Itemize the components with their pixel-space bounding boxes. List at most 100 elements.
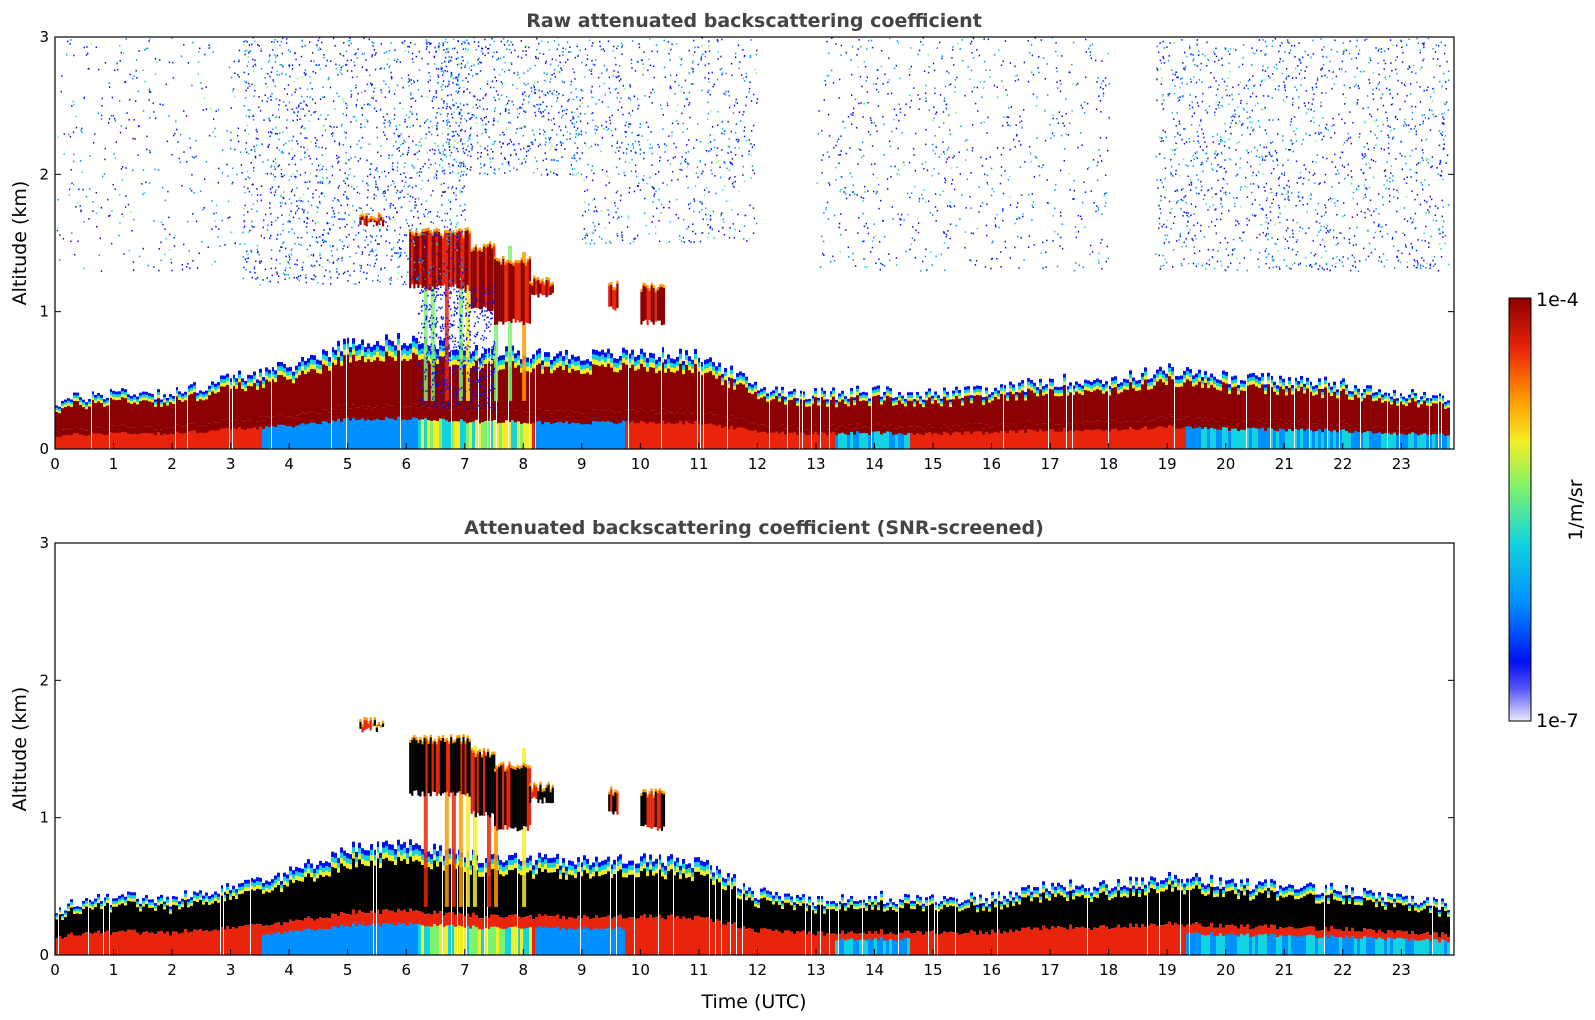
noise-pixel [399, 191, 401, 194]
layer-core [532, 368, 535, 412]
layer-core [1444, 408, 1447, 431]
noise-pixel [114, 119, 117, 122]
backscatter-column [511, 345, 514, 449]
layer-fringe-blue [1048, 378, 1051, 385]
layer-lower [463, 409, 466, 425]
layer-lower [82, 429, 85, 437]
layer-fringe-yellow [808, 403, 811, 407]
layer-fringe-blue [592, 349, 595, 359]
layer-fringe-blue [637, 355, 640, 364]
noise-pixel [461, 262, 463, 264]
layer-lower [970, 427, 973, 436]
backscatter-column [610, 353, 613, 449]
layer-fringe-cyan [568, 363, 571, 370]
noise-pixel [323, 229, 325, 231]
noise-pixel [442, 80, 445, 82]
layer-core [1312, 395, 1315, 424]
layer-fringe-cyan [1264, 387, 1267, 393]
noise-pixel [252, 118, 255, 121]
layer-fringe-yellow [238, 378, 241, 384]
noise-pixel [289, 277, 291, 279]
layer-lower [385, 403, 388, 421]
noise-pixel [418, 69, 421, 71]
layer-fringe-yellow [583, 369, 586, 375]
noise-pixel [128, 98, 131, 101]
layer-fringe-yellow [742, 380, 745, 386]
noise-pixel [306, 137, 308, 139]
layer-near-surface [556, 422, 559, 449]
layer-core [190, 393, 193, 424]
layer-fringe-blue [1033, 382, 1036, 389]
layer-fringe-cyan [1042, 389, 1045, 394]
layer-fringe-cyan [310, 359, 313, 367]
noise-pixel [142, 110, 145, 112]
backscatter-column [874, 386, 877, 449]
noise-pixel [276, 238, 278, 240]
layer-fringe-cyan [1231, 380, 1234, 386]
layer-fringe-blue [1396, 398, 1399, 403]
layer-near-surface [55, 436, 58, 449]
layer-near-surface [436, 420, 439, 449]
layer-fringe-cyan [277, 366, 280, 373]
noise-pixel [212, 131, 214, 133]
backscatter-column [1198, 369, 1201, 449]
noise-pixel [383, 52, 386, 54]
layer-fringe-blue [763, 387, 766, 393]
noise-pixel [87, 67, 89, 70]
layer-fringe-blue [1432, 395, 1435, 401]
layer-fringe-blue [1192, 375, 1195, 383]
layer-near-surface [823, 432, 826, 449]
noise-pixel [267, 159, 269, 161]
noise-pixel [266, 173, 269, 175]
layer-fringe-blue [1240, 380, 1243, 387]
layer-lower [886, 423, 889, 434]
layer-lower [1222, 417, 1225, 430]
layer-fringe-yellow [304, 369, 307, 375]
layer-lower [1270, 419, 1273, 431]
layer-fringe-blue [928, 388, 931, 394]
layer-near-surface [1150, 429, 1153, 449]
cloud-profile [375, 220, 378, 226]
backscatter-column [1237, 384, 1240, 449]
layer-fringe-blue [403, 343, 406, 353]
noise-pixel [247, 87, 249, 89]
noise-pixel [410, 209, 412, 212]
backscatter-column [1006, 392, 1009, 449]
layer-fringe-yellow [985, 393, 988, 398]
layer-fringe-blue [982, 397, 985, 402]
noise-pixel [114, 157, 116, 160]
layer-fringe-yellow [124, 395, 127, 399]
cloud-profile [612, 289, 615, 310]
layer-fringe-yellow [994, 393, 997, 398]
backscatter-column [832, 387, 835, 449]
layer-fringe-blue [529, 358, 532, 367]
noise-pixel [230, 231, 232, 234]
layer-core [1396, 405, 1399, 429]
layer-near-surface [1102, 430, 1105, 449]
layer-near-surface [1327, 430, 1330, 449]
noise-pixel [273, 179, 275, 181]
noise-pixel [137, 90, 140, 93]
layer-fringe-yellow [286, 375, 289, 381]
layer-fringe-cyan [1246, 378, 1249, 384]
layer-fringe-cyan [622, 352, 625, 360]
noise-pixel [393, 107, 396, 110]
layer-fringe-cyan [1207, 381, 1210, 387]
layer-lower [1366, 423, 1369, 434]
layer-core [931, 403, 934, 428]
layer-fringe-cyan [142, 394, 145, 399]
layer-lower [1300, 419, 1303, 431]
noise-pixel [422, 260, 424, 262]
noise-pixel [274, 54, 276, 56]
layer-fringe-blue [646, 357, 649, 367]
layer-lower [712, 414, 715, 428]
noise-pixel [243, 207, 245, 210]
backscatter-column [175, 387, 178, 449]
noise-pixel [298, 217, 301, 220]
noise-pixel [355, 119, 358, 122]
layer-core [1090, 391, 1093, 423]
layer-core [139, 401, 142, 427]
layer-near-surface [385, 416, 388, 449]
backscatter-column [1174, 375, 1177, 449]
noise-pixel [398, 239, 401, 241]
